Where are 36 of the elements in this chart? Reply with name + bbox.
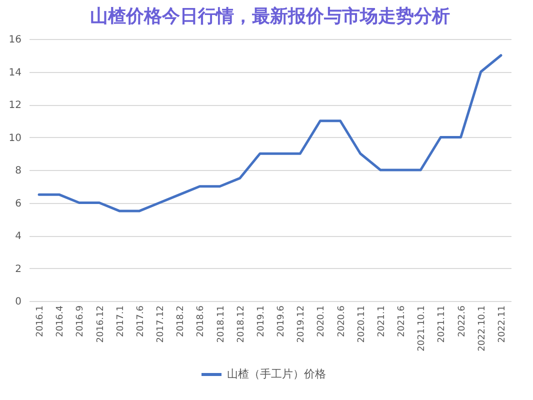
x-tick-label: 2020.1 (316, 306, 327, 337)
x-tick-label: 2018.12 (236, 306, 246, 343)
y-tick-label: 14 (8, 67, 22, 78)
y-tick-label: 16 (8, 34, 22, 46)
y-tick-label: 0 (15, 296, 22, 308)
x-tick-label: 2016.4 (56, 305, 66, 337)
x-tick-label: 2019.12 (296, 306, 307, 343)
x-tick-label: 2019.6 (276, 305, 287, 337)
chart-title: 山楂价格今日行情，最新报价与市场走势分析 (90, 6, 450, 27)
x-tick-label: 2016.1 (36, 306, 46, 337)
y-tick-label: 10 (8, 132, 22, 144)
x-tick-label: 2021.6 (397, 305, 408, 337)
x-tick-label: 2018.6 (196, 305, 206, 337)
y-tick-label: 12 (8, 100, 22, 111)
legend-label: 山楂（手工片）价格 (227, 368, 326, 380)
line-series (38, 54, 502, 212)
x-tick-label: 2022.6 (457, 305, 468, 337)
x-tick-label: 2021.1 (376, 306, 387, 337)
y-tick-label: 2 (15, 264, 22, 275)
y-tick-label: 8 (15, 166, 22, 176)
x-tick-label: 2017.1 (116, 306, 126, 337)
x-tick-label: 2017.6 (136, 305, 146, 337)
y-tick-label: 4 (15, 231, 22, 242)
x-tick-label: 2019.1 (256, 306, 266, 337)
x-tick-label: 2022.11 (497, 306, 508, 343)
x-tick-label: 2022.10.1 (477, 306, 488, 352)
y-tick-label: 6 (15, 198, 22, 210)
x-tick-label: 2016.12 (96, 306, 106, 343)
x-tick-label: 2021.10.1 (417, 306, 428, 352)
x-tick-label: 2018.11 (216, 306, 226, 343)
x-tick-label: 2017.12 (156, 306, 166, 343)
x-tick-label: 2020.11 (356, 306, 367, 343)
x-tick-label: 2018.2 (176, 306, 186, 337)
x-tick-label: 2016.9 (76, 305, 86, 337)
x-tick-label: 2021.11 (437, 306, 448, 343)
x-tick-label: 2020.6 (336, 305, 347, 337)
